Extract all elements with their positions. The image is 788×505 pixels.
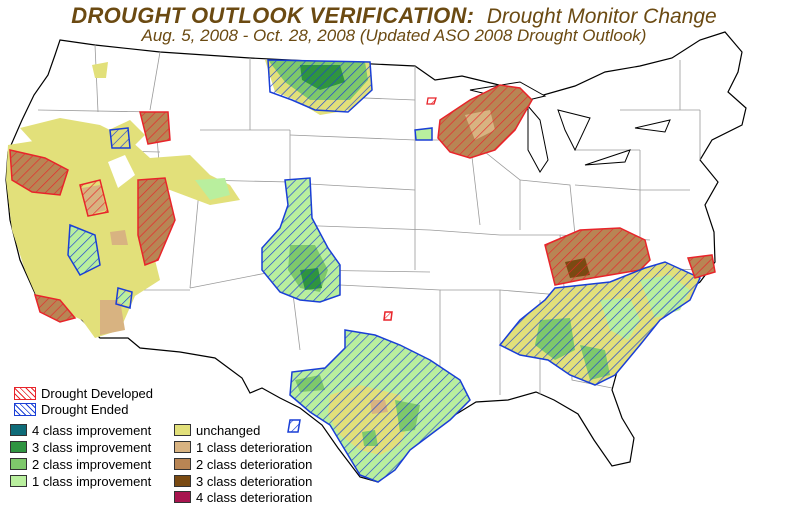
legend-swatch	[174, 475, 191, 487]
legend-improvement-4: 4 class improvement	[10, 422, 152, 438]
legend-swatch	[174, 424, 191, 436]
title-right: Drought Monitor Change	[486, 5, 717, 28]
legend-label: 2 class deterioration	[196, 456, 313, 472]
map-subtitle: Aug. 5, 2008 - Oct. 28, 2008 (Updated AS…	[141, 26, 647, 45]
great-lakes-region-areas	[414, 84, 533, 159]
legend-hatch-developed: Drought Developed	[14, 385, 154, 401]
legend-label-developed: Drought Developed	[41, 385, 154, 401]
central-plains-areas	[261, 177, 341, 303]
legend-label: 4 class improvement	[32, 422, 152, 438]
legend-improvement-2: 2 class improvement	[10, 456, 152, 472]
legend-label: unchanged	[196, 422, 261, 438]
map-title: DROUGHT OUTLOOK VERIFICATION: Drought Mo…	[0, 3, 788, 29]
legend-swatch-ended	[14, 402, 36, 416]
legend-improvement-3: 3 class improvement	[10, 439, 152, 455]
southeast-areas	[498, 227, 716, 386]
legend-swatch	[10, 441, 27, 453]
west-developed-outlines	[9, 111, 176, 323]
legend-swatch	[174, 491, 191, 503]
legend-label: 4 class deterioration	[196, 489, 313, 505]
west-ended-outlines	[67, 223, 133, 309]
title-main: DROUGHT OUTLOOK VERIFICATION:	[71, 3, 475, 28]
legend-swatch-developed	[14, 386, 36, 400]
legend-hatch-ended: Drought Ended	[14, 401, 129, 417]
north-plains-areas	[109, 59, 373, 149]
legend-label: 1 class deterioration	[196, 439, 313, 455]
legend-swatch	[174, 441, 191, 453]
legend-swatch	[10, 475, 27, 487]
legend-improvement-1: 1 class improvement	[10, 473, 152, 489]
legend-deterioration-1: 1 class deterioration	[174, 439, 313, 455]
legend-unchanged: unchanged	[174, 422, 261, 438]
legend-label-ended: Drought Ended	[41, 401, 129, 417]
legend-label: 2 class improvement	[32, 456, 152, 472]
legend-label: 3 class improvement	[32, 439, 152, 455]
legend-deterioration-2: 2 class deterioration	[174, 456, 313, 472]
legend-deterioration-3: 3 class deterioration	[174, 473, 313, 489]
legend-label: 1 class improvement	[32, 473, 152, 489]
south-plains-areas	[287, 311, 471, 483]
legend-swatch	[174, 458, 191, 470]
legend-swatch	[10, 458, 27, 470]
legend-swatch	[10, 424, 27, 436]
legend-deterioration-4: 4 class deterioration	[174, 489, 313, 505]
legend-label: 3 class deterioration	[196, 473, 313, 489]
great-lakes	[469, 81, 671, 173]
